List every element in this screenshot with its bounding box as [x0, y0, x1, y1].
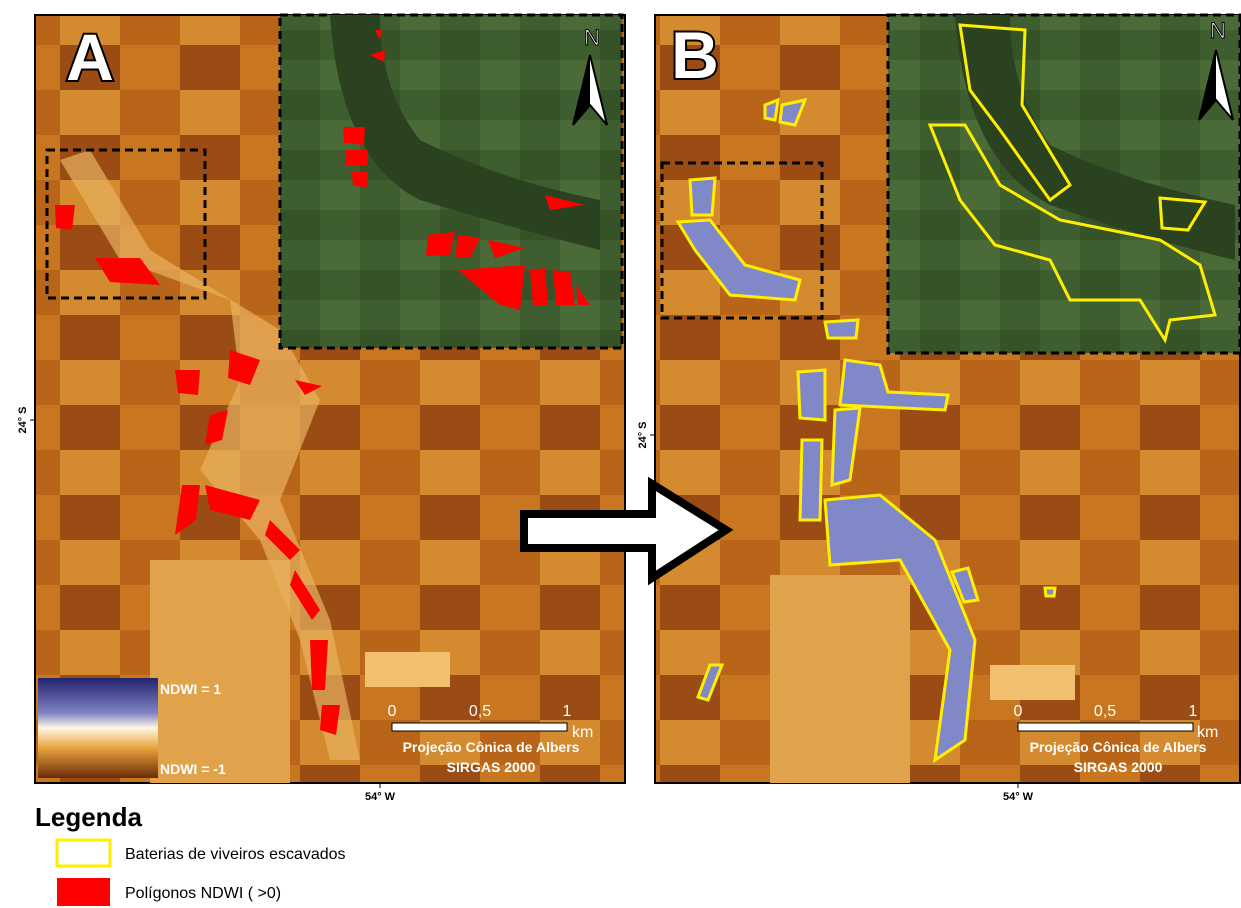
scale-tick: 1: [1189, 703, 1198, 720]
battery: [800, 440, 822, 520]
scale-bar: [392, 723, 567, 731]
north-label: N: [584, 25, 600, 50]
ndwi-ramp: [38, 678, 158, 778]
scale-bar: [1018, 723, 1193, 731]
polygon: [345, 150, 368, 165]
scale-tick: 0: [388, 703, 397, 720]
battery: [798, 370, 825, 420]
field: [150, 560, 290, 783]
panel-label: B: [671, 18, 719, 92]
legend-swatch: [57, 878, 110, 906]
north-label: N: [1210, 18, 1226, 43]
polygon: [530, 268, 548, 305]
polygon: [310, 640, 328, 690]
projection: Projeção Cônica de Albers: [403, 739, 580, 755]
ndwi-min: NDWI = -1: [160, 761, 226, 777]
figure: N A NDWI = 1 NDWI = -1 0 0,5 1 km Projeç…: [0, 0, 1241, 908]
lon-label: 54° W: [1003, 791, 1034, 803]
legend: Legenda Baterias de viveiros escavados P…: [35, 802, 346, 906]
polygon: [175, 370, 200, 395]
legend-item: Baterias de viveiros escavados: [125, 846, 346, 863]
scale-tick: 0: [1014, 703, 1023, 720]
field: [990, 665, 1075, 700]
lon-label: 54° W: [365, 791, 396, 803]
polygon: [352, 172, 368, 187]
field: [770, 575, 910, 783]
legend-title: Legenda: [35, 802, 142, 832]
polygon: [55, 205, 75, 230]
battery: [825, 320, 858, 338]
datum: SIRGAS 2000: [447, 759, 536, 775]
battery: [765, 100, 778, 120]
scale-tick: 1: [563, 703, 572, 720]
scale-tick: 0,5: [1094, 703, 1116, 720]
panel-label: A: [66, 20, 114, 94]
projection: Projeção Cônica de Albers: [1030, 739, 1207, 755]
field: [365, 652, 450, 687]
ndwi-max: NDWI = 1: [160, 681, 221, 697]
polygon: [343, 127, 365, 145]
legend-item: Polígonos NDWI ( >0): [125, 885, 281, 902]
panel-b: N B 0 0,5 1 km Projeção Cônica de Albers…: [637, 15, 1240, 803]
legend-swatch: [57, 840, 110, 866]
datum: SIRGAS 2000: [1074, 759, 1163, 775]
lat-label: 24° S: [17, 406, 29, 433]
lat-label: 24° S: [637, 421, 649, 448]
battery: [1045, 588, 1055, 596]
battery: [690, 178, 715, 215]
scale-tick: 0,5: [469, 703, 491, 720]
panel-a: N A NDWI = 1 NDWI = -1 0 0,5 1 km Projeç…: [17, 15, 625, 803]
